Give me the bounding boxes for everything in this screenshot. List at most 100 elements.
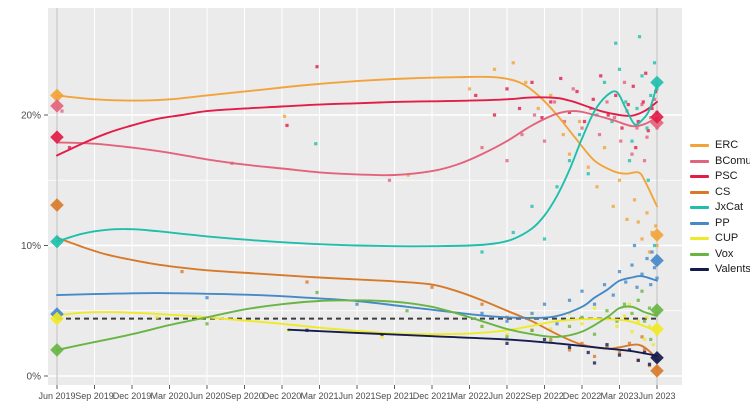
y-tick-label: 10% — [21, 241, 41, 252]
poll-point — [622, 80, 627, 84]
poll-point — [655, 243, 659, 248]
poll-point — [505, 341, 509, 345]
poll-point — [387, 178, 392, 182]
legend-item-PP: PP — [690, 217, 750, 230]
poll-point — [555, 185, 559, 189]
poll-point — [630, 139, 634, 143]
poll-point — [640, 74, 644, 78]
poll-point — [549, 100, 553, 104]
poll-point — [591, 97, 595, 101]
poll-point — [60, 109, 64, 113]
poll-point — [654, 224, 658, 228]
legend-label: ERC — [715, 139, 739, 152]
x-tick-label: Sep 2022 — [525, 391, 564, 401]
legend-label: CS — [715, 185, 731, 198]
result-2023-ERC — [650, 228, 664, 242]
result-2023-Valents — [650, 350, 664, 365]
poll-point — [627, 348, 632, 352]
poll-point — [652, 243, 657, 248]
poll-point — [640, 272, 644, 276]
legend-swatch-icon — [690, 175, 709, 179]
poll-point — [567, 311, 572, 315]
poll-point — [580, 341, 584, 345]
scatter-PP — [205, 243, 659, 326]
poll-point — [646, 129, 650, 133]
poll-point — [636, 220, 640, 224]
poll-point — [645, 135, 649, 139]
poll-point — [617, 350, 622, 355]
poll-point — [635, 126, 639, 130]
trend-line-PP — [56, 275, 658, 319]
x-tick-label: Mar 2021 — [300, 391, 338, 401]
poll-point — [652, 97, 657, 101]
poll-point — [314, 142, 318, 146]
x-tick-label: Sep 2021 — [375, 391, 414, 401]
poll-point — [605, 309, 609, 313]
x-tick-label: Mar 2023 — [600, 391, 638, 401]
poll-point — [642, 348, 647, 352]
x-tick-label: Dec 2019 — [113, 391, 152, 401]
poll-point — [505, 87, 509, 91]
poll-point — [530, 204, 534, 208]
legend-item-PSC: PSC — [690, 171, 750, 183]
poll-point — [511, 230, 515, 235]
x-tick-label: Sep 2020 — [225, 391, 264, 401]
x-tick-label: Dec 2022 — [563, 391, 602, 401]
poll-point — [467, 87, 472, 91]
poll-point — [636, 358, 640, 362]
poll-point — [285, 123, 289, 128]
x-tick-label: Jun 2023 — [638, 391, 675, 401]
poll-point — [620, 126, 624, 130]
poll-point — [480, 302, 484, 306]
legend-swatch-icon — [690, 144, 709, 148]
poll-point — [549, 93, 553, 98]
result-2019-ERC — [50, 88, 64, 103]
trend-line-Vox — [56, 299, 658, 351]
poll-point — [542, 237, 547, 241]
poll-point — [542, 139, 547, 143]
poll-point — [645, 256, 649, 261]
poll-point — [530, 80, 534, 84]
poll-point — [549, 337, 553, 342]
poll-point — [635, 106, 639, 111]
poll-point — [606, 113, 610, 117]
result-2023-PSC — [650, 110, 664, 124]
poll-point — [647, 306, 652, 310]
poll-point — [611, 293, 615, 297]
poll-point — [355, 302, 359, 306]
poll-point — [645, 315, 649, 319]
poll-point — [640, 237, 644, 241]
poll-point — [630, 330, 634, 334]
poll-point — [315, 290, 319, 295]
poll-point — [632, 198, 637, 202]
x-tick-label: Dec 2020 — [263, 391, 302, 401]
poll-point — [567, 345, 572, 349]
legend-label: Vox — [715, 247, 734, 260]
poll-point — [282, 114, 287, 118]
poll-point — [631, 84, 635, 88]
poll-point — [567, 159, 572, 163]
poll-point — [517, 106, 522, 111]
poll-point — [155, 315, 159, 319]
trend-lines — [56, 75, 658, 363]
x-tick-label: Jun 2021 — [338, 391, 375, 401]
poll-point — [542, 337, 547, 342]
scatter-ERC — [282, 61, 659, 254]
poll-point — [640, 335, 644, 339]
poll-point — [567, 298, 572, 302]
result-2023-CUP — [650, 322, 664, 336]
poll-point — [492, 113, 497, 117]
legend-swatch-icon — [690, 221, 709, 225]
poll-point — [480, 250, 484, 254]
poll-point — [650, 106, 654, 111]
poll-point — [542, 302, 547, 306]
poll-point — [617, 270, 622, 274]
poll-point — [605, 343, 609, 347]
legend-item-Valents: Valents — [690, 264, 750, 276]
poll-point — [599, 74, 603, 78]
poll-point — [580, 126, 584, 130]
poll-point — [641, 100, 645, 104]
gridlines — [48, 8, 682, 385]
poll-point — [624, 100, 628, 104]
